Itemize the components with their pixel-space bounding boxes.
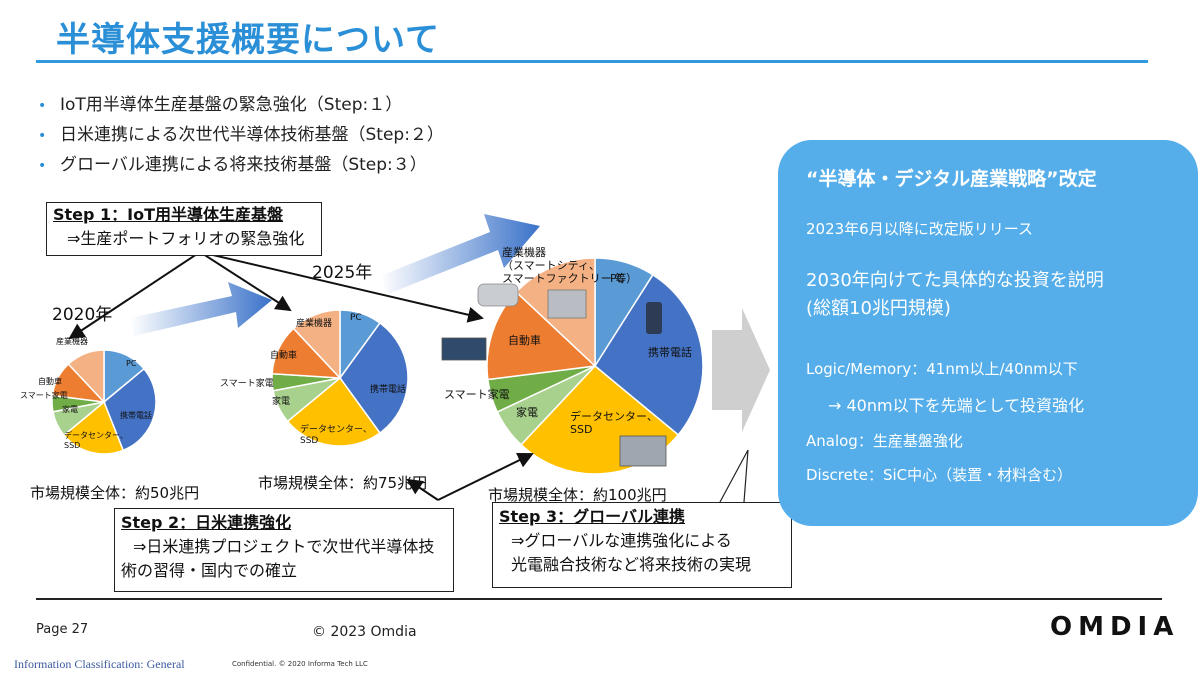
pie-slice-label: 家電 <box>516 405 538 419</box>
pie-slice-label: データセンター、 SSD <box>64 430 128 450</box>
pie-slice-label: スマート家電 <box>220 377 274 389</box>
dashboard-image <box>441 337 487 361</box>
pie-slice-label: データセンター、 SSD <box>570 409 658 436</box>
pie-slice-label: 携帯電話 <box>370 383 406 395</box>
pie-slice-label: スマート家電 <box>444 387 510 401</box>
market-size-2025: 市場規模全体：約75兆円 <box>258 474 428 492</box>
footer-divider <box>36 598 1162 600</box>
pie-slice-label: 携帯電話 <box>648 345 692 359</box>
confidential-notice: Confidential. © 2020 Informa Tech LLC <box>232 660 368 668</box>
pie-slice-label: 家電 <box>62 404 78 414</box>
step2-box: Step 2：日米連携強化 ⇒日米連携プロジェクトで次世代半導体技 術の習得・国… <box>114 508 454 592</box>
page-title: 半導体支援概要について <box>56 20 440 60</box>
panel-discrete: Discrete：SiC中心（装置・材料含む） <box>806 466 1073 484</box>
connector-arrow <box>199 251 292 312</box>
pie-slice-label: 携帯電話 <box>120 410 152 420</box>
connector-arrow <box>68 251 201 340</box>
pie-slice-label: データセンター、 SSD <box>300 423 372 446</box>
strategy-panel: “半導体・デジタル産業戦略”改定 2023年6月以降に改定版リリース 2030年… <box>778 140 1198 526</box>
page-number: Page 27 <box>36 622 89 637</box>
step3-desc: ⇒グローバルな連携強化による <box>511 531 732 550</box>
pie-slice-label: 家電 <box>272 395 290 407</box>
bullet-item: • IoT用半導体生産基盤の緊急強化（Step:１） <box>38 90 444 120</box>
step2-desc: ⇒日米連携プロジェクトで次世代半導体技 <box>133 537 435 556</box>
pie-slice <box>292 309 341 380</box>
gray-arrow-icon <box>712 308 770 432</box>
pie-slice <box>103 367 157 452</box>
step3-desc-cont: 光電融合技術など将来技術の実現 <box>511 555 752 574</box>
copyright: © 2023 Omdia <box>312 624 417 640</box>
step1-heading: Step 1：IoT用半導体生産基盤 <box>53 205 284 224</box>
step1-box: Step 1：IoT用半導体生産基盤 ⇒生産ポートフォリオの緊急強化 <box>46 202 322 256</box>
pie-slice <box>62 400 125 455</box>
bullet-dot-icon: • <box>38 158 47 174</box>
market-size-2020: 市場規模全体：約50兆円 <box>30 484 200 502</box>
year-2020-label: 2020年 <box>52 305 113 325</box>
omdia-logo: OMDIA <box>1050 612 1180 642</box>
panel-release: 2023年6月以降に改定版リリース <box>806 220 1033 238</box>
step1-desc: ⇒生産ポートフォリオの緊急強化 <box>67 229 305 248</box>
pie-slice-label: スマート家電 <box>20 390 68 400</box>
bullet-dot-icon: • <box>38 98 47 114</box>
pie-slice-label: 産業機器 <box>296 317 332 329</box>
pie-slice-label: 産業機器（スマートシティ、スマートファクトリー 等） <box>502 245 637 285</box>
pie-slice-label: PC <box>610 272 625 285</box>
panel-logic-sub: → 40nm以下を先端として投資強化 <box>828 396 1085 415</box>
car-image <box>477 283 519 307</box>
bullet-item: • グローバル連携による将来技術基盤（Step:３） <box>38 150 444 180</box>
panel-invest: 2030年向けてた具体的な投資を説明 <box>806 270 1104 291</box>
panel-analog: Analog：生産基盤強化 <box>806 432 963 450</box>
connector-arrow <box>199 251 484 323</box>
pie-slice-label: 自動車 <box>38 376 62 386</box>
panel-heading: “半導体・デジタル産業戦略”改定 <box>806 168 1097 190</box>
pie-slice-label: 自動車 <box>508 333 541 347</box>
pie-slice <box>67 349 105 404</box>
growth-arrow-icon <box>130 282 272 336</box>
factory-image <box>547 289 587 319</box>
step3-box: Step 3：グローバル連携 ⇒グローバルな連携強化による 光電融合技術など将来… <box>492 502 792 588</box>
server-image <box>619 435 667 467</box>
pie-slice-label: PC <box>350 313 362 323</box>
pie-slice-label: 自動車 <box>270 349 297 361</box>
connector-arrow <box>406 478 439 501</box>
connector-arrow <box>437 452 534 501</box>
bullet-list: • IoT用半導体生産基盤の緊急強化（Step:１） • 日米連携による次世代半導体… <box>38 90 444 180</box>
title-divider <box>36 60 1148 63</box>
growth-arrow-icon <box>380 214 540 294</box>
callout-pointer <box>719 449 749 503</box>
step3-heading: Step 3：グローバル連携 <box>499 507 686 526</box>
pie-slice <box>339 321 409 435</box>
pie-slice-label: PC <box>126 359 137 368</box>
step2-desc-cont: 術の習得・国内での確立 <box>121 561 298 580</box>
market-size-future: 市場規模全体：約100兆円 <box>488 486 667 504</box>
pie-slice <box>286 376 382 447</box>
panel-invest-total: (総額10兆円規模) <box>806 298 951 319</box>
classification-label: Information Classification: General <box>14 657 185 671</box>
bullet-item: • 日米連携による次世代半導体技術基盤（Step:２） <box>38 120 444 150</box>
panel-logic: Logic/Memory：41nm以上/40nm以下 <box>806 360 1078 378</box>
pie-slice-label: 産業機器 <box>56 336 88 346</box>
phone-image <box>646 302 662 334</box>
step2-heading: Step 2：日米連携強化 <box>121 513 292 532</box>
bullet-dot-icon: • <box>38 128 47 144</box>
year-2025-label: 2025年 <box>312 263 373 283</box>
pie-slice <box>594 273 704 436</box>
